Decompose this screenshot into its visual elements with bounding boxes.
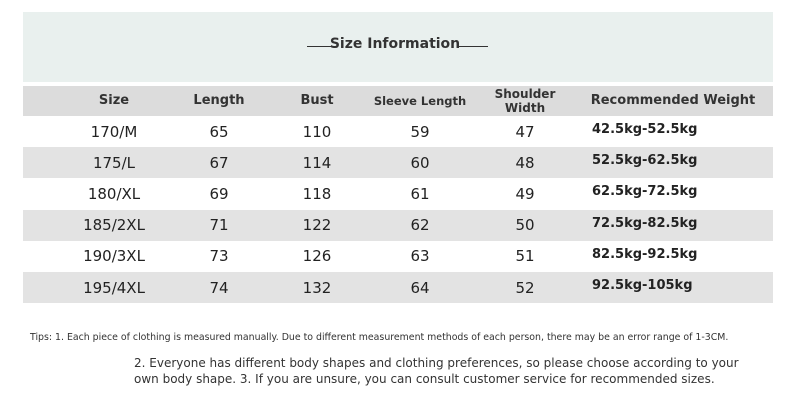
table-cell: 48 xyxy=(515,153,535,172)
table-cell: 170/M xyxy=(90,122,138,141)
table-cell: 69 xyxy=(209,184,229,203)
table-row xyxy=(23,116,773,148)
table-cell: 190/3XL xyxy=(83,247,145,266)
table-cell: 118 xyxy=(302,184,332,203)
table-cell: 65 xyxy=(209,122,229,141)
table-cell: 61 xyxy=(410,184,430,203)
table-cell: 42.5kg-52.5kg xyxy=(592,122,698,138)
table-cell: 72.5kg-82.5kg xyxy=(592,215,698,231)
table-cell: 73 xyxy=(209,247,229,266)
table-cell: 132 xyxy=(302,278,332,297)
table-cell: 63 xyxy=(410,247,430,266)
title-dash xyxy=(458,46,488,47)
table-cell: 82.5kg-92.5kg xyxy=(592,246,698,262)
table-cell: 51 xyxy=(515,247,535,266)
tip-text: own body shape. 3. If you are unsure, yo… xyxy=(134,372,715,386)
table-row xyxy=(23,178,773,210)
tip-text: 2. Everyone has different body shapes an… xyxy=(134,356,739,370)
table-cell: 50 xyxy=(515,216,535,235)
table-row xyxy=(23,240,773,272)
table-cell: 92.5kg-105kg xyxy=(592,278,693,294)
table-cell: 195/4XL xyxy=(83,278,145,297)
table-row xyxy=(23,147,773,179)
table-row xyxy=(23,209,773,241)
table-cell: 52.5kg-62.5kg xyxy=(592,153,698,169)
table-cell: 62 xyxy=(410,216,430,235)
table-cell: 180/XL xyxy=(87,184,141,203)
table-cell: 47 xyxy=(515,122,535,141)
title-dash xyxy=(307,46,337,47)
table-cell: 49 xyxy=(515,184,535,203)
tip-text: Tips: 1. Each piece of clothing is measu… xyxy=(30,332,729,343)
table-row xyxy=(23,272,773,304)
table-cell: 114 xyxy=(302,153,332,172)
table-cell: 64 xyxy=(410,278,430,297)
table-cell: 74 xyxy=(209,278,229,297)
table-cell: 71 xyxy=(209,216,229,235)
table-cell: 185/2XL xyxy=(83,216,145,235)
column-header: Sleeve Length xyxy=(373,94,467,108)
column-header: Shoulder Width xyxy=(494,87,556,115)
table-cell: 126 xyxy=(302,247,332,266)
table-cell: 59 xyxy=(410,122,430,141)
column-header: Recommended Weight xyxy=(590,93,756,108)
column-header: Bust xyxy=(300,93,334,108)
title-banner xyxy=(23,12,773,82)
table-cell: 60 xyxy=(410,153,430,172)
header-row xyxy=(23,86,773,116)
title: Size Information xyxy=(329,36,461,52)
table-cell: 122 xyxy=(302,216,332,235)
table-cell: 110 xyxy=(302,122,332,141)
column-header: Size xyxy=(98,93,130,108)
table-cell: 62.5kg-72.5kg xyxy=(592,184,698,200)
table-cell: 67 xyxy=(209,153,229,172)
table-cell: 52 xyxy=(515,278,535,297)
table-cell: 175/L xyxy=(92,153,136,172)
column-header: Length xyxy=(193,93,245,108)
